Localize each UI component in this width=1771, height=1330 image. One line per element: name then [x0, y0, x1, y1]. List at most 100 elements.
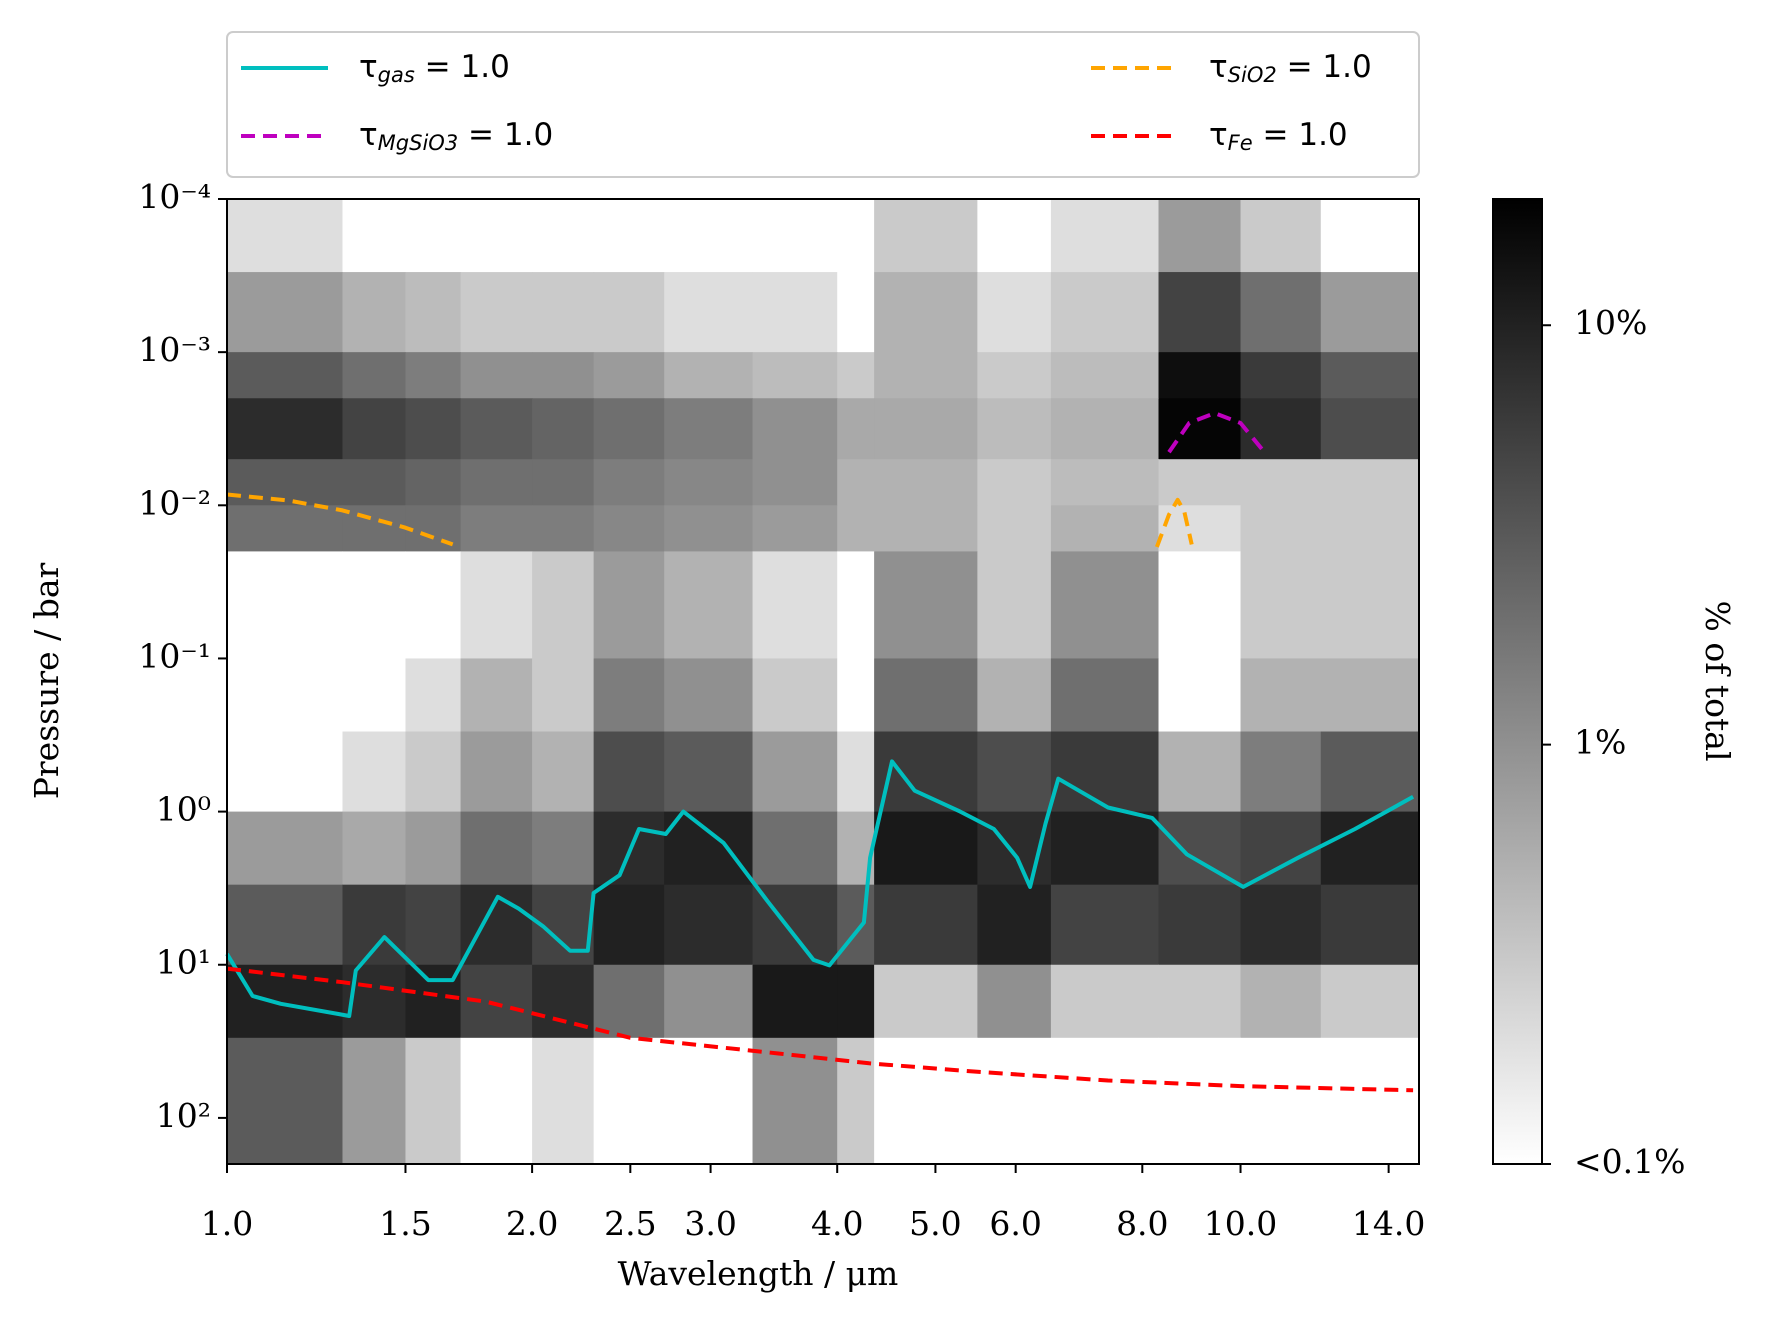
series-line — [226, 966, 1414, 1093]
heat-cell — [227, 505, 343, 552]
heat-cell — [405, 352, 462, 399]
heat-cell — [342, 731, 406, 813]
heat-cell — [837, 199, 875, 273]
heat-cell — [405, 459, 462, 506]
heat-cell — [532, 352, 595, 399]
heat-cell — [1158, 884, 1242, 966]
x-tick-label: 5.0 — [909, 1204, 961, 1243]
heat-cell — [1240, 1037, 1322, 1165]
heat-cell — [752, 964, 838, 1039]
heat-cell — [1240, 398, 1322, 460]
heat-cell — [874, 811, 978, 886]
heat-cell — [1050, 551, 1160, 659]
heat-cell — [874, 658, 978, 733]
heat-cell — [977, 505, 1052, 552]
x-tick-label: 2.5 — [604, 1204, 656, 1243]
heat-cell — [977, 884, 1052, 966]
heat-cell — [227, 731, 343, 813]
heat-cell — [532, 811, 595, 886]
heat-cell — [874, 199, 978, 273]
heat-cell — [874, 272, 978, 353]
heat-cell — [227, 398, 343, 460]
heat-cell — [1050, 199, 1160, 273]
legend-label: τgas = 1.0 — [359, 49, 510, 88]
heat-cell — [977, 551, 1052, 659]
heat-cell — [227, 1037, 343, 1165]
x-tick-label: 10.0 — [1204, 1204, 1277, 1243]
heat-cell — [460, 352, 533, 399]
heat-cell — [1320, 964, 1420, 1039]
heat-cell — [1240, 459, 1322, 506]
heat-cell — [664, 731, 754, 813]
heat-cell — [837, 884, 875, 966]
y-axis-label: Pressure / bar — [27, 562, 66, 799]
heat-cell — [752, 811, 838, 886]
heat-cell — [752, 398, 838, 460]
heat-cell — [1050, 398, 1160, 460]
heat-cell — [1240, 731, 1322, 813]
heat-cell — [405, 964, 462, 1039]
heat-cell — [664, 658, 754, 733]
heat-cell — [664, 398, 754, 460]
heat-cell — [1050, 459, 1160, 506]
heat-cell — [1158, 964, 1242, 1039]
heat-cell — [664, 811, 754, 886]
heat-cell — [977, 272, 1052, 353]
heat-cell — [342, 658, 406, 733]
heat-cell — [593, 199, 665, 273]
x-tick-label: 4.0 — [811, 1204, 863, 1243]
heat-cell — [752, 505, 838, 552]
x-tick-label: 2.0 — [506, 1204, 558, 1243]
heat-cell — [874, 551, 978, 659]
heat-cell — [977, 658, 1052, 733]
heat-cell — [874, 964, 978, 1039]
heat-cell — [977, 964, 1052, 1039]
heat-cell — [837, 658, 875, 733]
heat-cell — [342, 811, 406, 886]
heat-cell — [874, 398, 978, 460]
heat-cell — [460, 811, 533, 886]
heat-cell — [664, 964, 754, 1039]
heat-cell — [1158, 459, 1242, 506]
heat-cell — [593, 398, 665, 460]
heat-cell — [1240, 811, 1322, 886]
heat-cell — [664, 352, 754, 399]
heat-cell — [1158, 352, 1242, 399]
heat-cell — [532, 459, 595, 506]
heat-cell — [532, 658, 595, 733]
heat-cell — [1050, 658, 1160, 733]
heat-cell — [532, 272, 595, 353]
heat-cell — [460, 398, 533, 460]
heat-cell — [593, 272, 665, 353]
heat-cell — [1050, 352, 1160, 399]
heat-cell — [460, 551, 533, 659]
heat-cell — [837, 398, 875, 460]
heat-cell — [1320, 1037, 1420, 1165]
heat-cell — [593, 505, 665, 552]
heat-cell — [593, 884, 665, 966]
heat-cell — [837, 272, 875, 353]
heat-cell — [593, 551, 665, 659]
colorbar-tick-label: 1% — [1574, 723, 1626, 762]
heat-cell — [227, 352, 343, 399]
heat-cell — [342, 505, 406, 552]
heat-cell — [460, 505, 533, 552]
heatmap — [227, 199, 1420, 1165]
heat-cell — [837, 1037, 875, 1165]
heat-cell — [342, 459, 406, 506]
heat-cell — [1320, 272, 1420, 353]
colorbar-tick-label: <0.1% — [1574, 1142, 1686, 1181]
heat-cell — [837, 505, 875, 552]
heat-cell — [752, 352, 838, 399]
y-tick-label: 10⁰ — [156, 790, 211, 829]
heat-cell — [227, 272, 343, 353]
heat-cell — [1320, 398, 1420, 460]
series-line — [225, 759, 1415, 1018]
heat-cell — [532, 1037, 595, 1165]
heat-cell — [664, 1037, 754, 1165]
heat-cell — [405, 272, 462, 353]
heat-cell — [1158, 199, 1242, 273]
x-axis-label: Wavelength / μm — [618, 1254, 899, 1293]
heat-cell — [460, 272, 533, 353]
y-tick-label: 10² — [156, 1096, 211, 1135]
